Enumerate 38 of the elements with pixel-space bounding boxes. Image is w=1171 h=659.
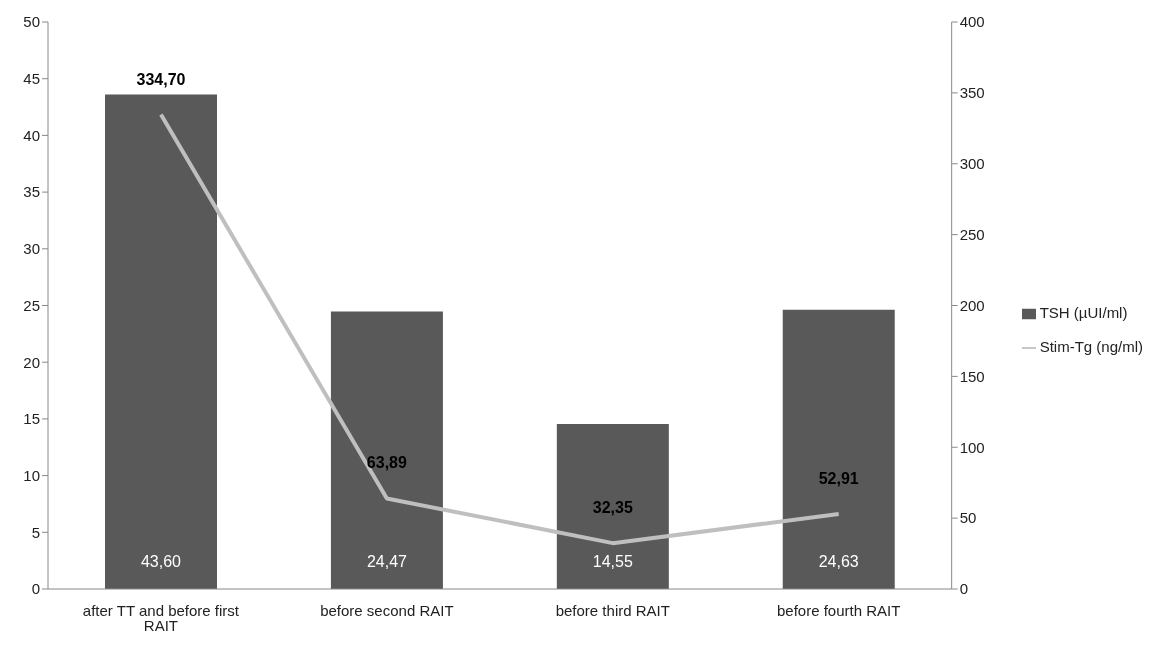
- data-label: 14,55: [592, 553, 633, 570]
- y-tick-label: 50: [23, 13, 40, 31]
- data-label: 32,35: [592, 499, 633, 517]
- y2-tick-label: 250: [959, 225, 985, 243]
- y-tick-label: 45: [23, 70, 40, 88]
- y2-tick-label: 0: [959, 580, 968, 598]
- data-label: 43,60: [140, 553, 182, 570]
- y-tick-label: 15: [23, 410, 40, 428]
- y-tick-label: 40: [23, 126, 40, 144]
- data-label: 24,47: [366, 553, 408, 570]
- data-label: 334,70: [136, 70, 186, 88]
- y2-tick-label: 50: [959, 509, 977, 527]
- y2-tick-label: 350: [959, 84, 985, 102]
- bar: [330, 311, 443, 589]
- x-tick-label: before third RAIT: [555, 601, 670, 619]
- bar: [782, 309, 895, 589]
- x-tick-label: before second RAIT: [320, 601, 454, 619]
- y-tick-label: 35: [23, 183, 40, 201]
- bar: [556, 424, 669, 589]
- x-tick-label: before fourth RAIT: [777, 601, 901, 619]
- y2-tick-label: 100: [959, 438, 985, 456]
- bar: [105, 94, 217, 589]
- y-tick-label: 30: [23, 240, 40, 258]
- y-tick-label: 0: [31, 580, 40, 598]
- y2-tick-label: 400: [959, 13, 985, 31]
- y2-tick-label: 300: [959, 155, 985, 173]
- y-tick-label: 5: [31, 523, 40, 541]
- data-label: 24,63: [818, 553, 859, 570]
- data-label: 63,89: [366, 454, 407, 472]
- y-tick-label: 20: [23, 353, 40, 371]
- legend-label: TSH (µUI/ml): [1039, 303, 1128, 321]
- legend-label: Stim-Tg (ng/ml): [1039, 337, 1143, 355]
- x-tick-label: after TT and before first RAIT: [82, 601, 240, 634]
- y-tick-label: 25: [23, 296, 40, 314]
- data-label: 52,91: [818, 470, 859, 487]
- y2-tick-label: 200: [959, 296, 985, 314]
- y2-tick-label: 150: [959, 367, 985, 385]
- y-tick-label: 10: [23, 466, 40, 484]
